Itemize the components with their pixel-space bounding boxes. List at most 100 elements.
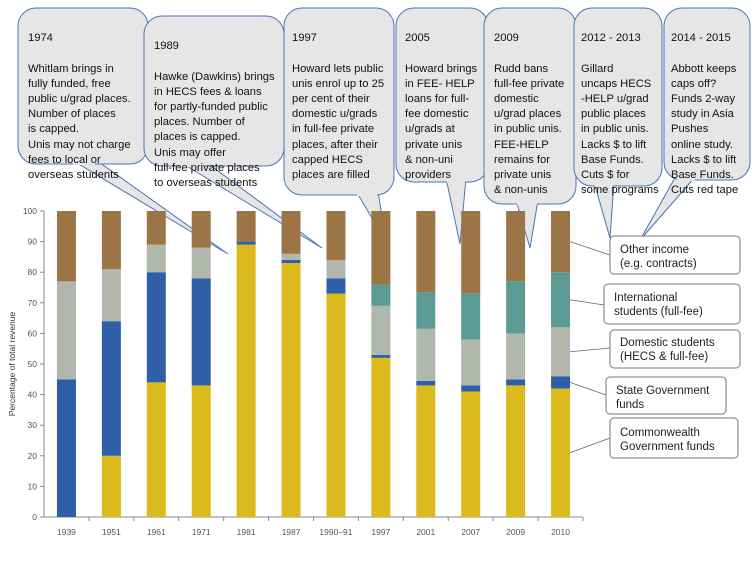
bubble-year: 2012 - 2013 [581, 32, 641, 45]
y-tick-label: 0 [32, 512, 37, 522]
y-tick-label: 90 [28, 237, 38, 247]
speech-bubble-joint [357, 193, 377, 196]
y-axis-label: Percentage of total revenue [7, 312, 17, 417]
legend-leader-line [569, 437, 611, 454]
bar-segment [101, 211, 121, 270]
bubble-1997: 1997 Howard lets public unis enrol up to… [292, 16, 392, 198]
bubble-body: Abbott keeps caps off? Funds 2-way study… [671, 62, 739, 197]
x-tick-label: 1971 [192, 527, 211, 537]
bar-segment [191, 247, 211, 279]
bubble-body: Gillard uncaps HECS -HELP u/grad public … [581, 62, 659, 197]
y-tick-label: 40 [28, 390, 38, 400]
bar-segment [326, 293, 346, 517]
bar-segment [146, 211, 166, 245]
speech-bubble-joint [595, 184, 613, 187]
x-tick-label: 1961 [147, 527, 166, 537]
bar-segment [551, 376, 571, 389]
bubble-2014-2015: 2014 - 2015 Abbott keeps caps off? Funds… [671, 16, 751, 214]
legend-box [609, 417, 739, 459]
y-tick-label: 10 [28, 481, 38, 491]
bar-segment [146, 272, 166, 383]
bubble-year: 2014 - 2015 [671, 32, 731, 45]
x-tick-label: 1939 [57, 527, 76, 537]
legend-commonwealth-government: Commonwealth Government funds [620, 427, 715, 453]
bubble-1974: 1974 Whitlam brings in fully funded, fre… [28, 16, 146, 198]
bar-segment [416, 385, 436, 517]
bar-segment [551, 327, 571, 377]
bar-segment [56, 281, 76, 380]
bubble-year: 2005 [405, 32, 430, 45]
bar-segment [506, 385, 526, 517]
legend-international-students: International students (full-fee) [614, 292, 703, 318]
x-tick-label: 2009 [506, 527, 525, 537]
bar-segment [416, 328, 436, 381]
bar-segment [281, 259, 301, 264]
bar-segment [191, 211, 211, 248]
legend-other-income: Other income (e.g. contracts) [620, 244, 697, 270]
bar-segment [281, 263, 301, 517]
bar-segment [506, 379, 526, 386]
bar-segment [101, 321, 121, 456]
y-tick-label: 70 [28, 298, 38, 308]
bar-segment [506, 211, 526, 282]
bar-segment [371, 357, 391, 517]
bar-segment [461, 385, 481, 392]
bar-segment [326, 278, 346, 294]
bar-segment [506, 333, 526, 380]
y-tick-label: 20 [28, 451, 38, 461]
bar-segment [56, 211, 76, 282]
bubble-body: Rudd bans full-fee private domestic u/gr… [494, 62, 565, 197]
bar-segment [461, 293, 481, 340]
speech-bubble [573, 7, 663, 187]
legend-box [609, 235, 741, 275]
bar-segment [371, 305, 391, 355]
bubble-body: Hawke (Dawkins) brings in HECS fees & lo… [154, 70, 275, 190]
bar-segment [506, 281, 526, 334]
bar-segment [146, 382, 166, 517]
y-tick-label: 80 [28, 267, 38, 277]
bar-segment [551, 388, 571, 517]
bar-segment [551, 272, 571, 328]
legend-box [609, 329, 741, 369]
bubble-year: 2009 [494, 32, 519, 45]
bar-segment [416, 292, 436, 329]
speech-bubble-joint [677, 178, 695, 181]
bar-segment [236, 211, 256, 242]
y-tick-label: 50 [28, 359, 38, 369]
legend-box [605, 376, 727, 415]
x-tick-label: 2010 [551, 527, 570, 537]
bubble-2012-2013: 2012 - 2013 Gillard uncaps HECS -HELP u/… [581, 16, 661, 214]
bar-segment [101, 269, 121, 322]
bubble-year: 1974 [28, 32, 53, 45]
bar-segment [236, 241, 256, 245]
bar-segment [191, 385, 211, 517]
bubble-body: Howard brings in FEE- HELP loans for ful… [405, 62, 478, 182]
bubble-year: 1989 [154, 40, 179, 53]
bar-segment [56, 379, 76, 517]
speech-bubble-joint [447, 180, 465, 183]
bar-segment [146, 244, 166, 273]
legend-box [603, 283, 741, 325]
bar-segment [416, 380, 436, 386]
x-tick-label: 2007 [461, 527, 480, 537]
bar-segment [371, 284, 391, 306]
speech-bubble-joint [181, 164, 205, 167]
x-tick-label: 1997 [371, 527, 390, 537]
bubble-year: 1997 [292, 32, 317, 45]
x-tick-label: 1990–91 [319, 527, 352, 537]
legend-leader-line [569, 299, 605, 306]
bar-segment [461, 211, 481, 294]
legend-leader-line [569, 241, 611, 256]
bar-segment [371, 354, 391, 358]
y-tick-label: 100 [23, 206, 37, 216]
bar-segment [416, 211, 436, 293]
bar-segment [101, 455, 121, 517]
legend-domestic-students: Domestic students (HECS & full-fee) [620, 337, 715, 363]
speech-bubble-joint [517, 202, 537, 205]
x-tick-label: 1981 [237, 527, 256, 537]
bar-segment [326, 211, 346, 260]
speech-bubble [283, 7, 395, 196]
y-tick-label: 60 [28, 328, 38, 338]
